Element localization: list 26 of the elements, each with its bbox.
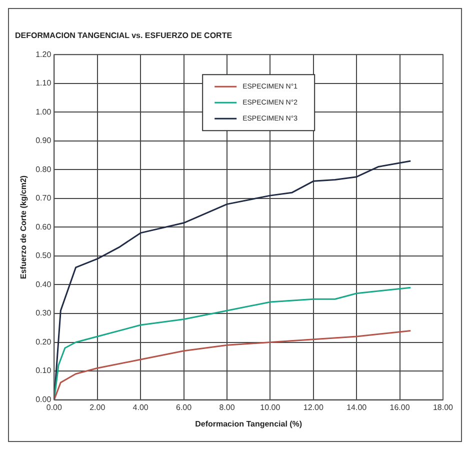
y-axis-title: Esfuerzo de Corte (kg/cm2) (19, 175, 28, 279)
x-tick-label: 4.00 (132, 402, 149, 412)
y-tick-label: 0.50 (36, 251, 52, 260)
y-tick-label: 0.80 (36, 164, 52, 174)
y-tick-label: 0.90 (36, 136, 52, 146)
y-tick-label: 1.10 (36, 78, 52, 88)
x-tick-label: 10.00 (260, 402, 281, 412)
chart-title: DEFORMACION TANGENCIAL vs. ESFUERZO DE CORTE (15, 31, 233, 40)
x-tick-label: 16.00 (390, 402, 410, 412)
y-tick-label: 0.00 (36, 395, 52, 404)
y-tick-label: 1.00 (36, 107, 52, 116)
x-tick-label: 14.00 (346, 402, 368, 412)
x-tick-label: 6.00 (176, 402, 192, 412)
y-tick-label: 0.70 (36, 194, 52, 203)
y-tick-label: 0.20 (36, 337, 52, 346)
y-tick-label: 0.40 (36, 280, 52, 289)
x-tick-label: 18.00 (432, 402, 454, 412)
x-axis-title: Deformacion Tangencial (%) (195, 419, 302, 428)
x-tick-label: 2.00 (90, 402, 106, 412)
x-tick-label: 8.00 (219, 402, 236, 412)
x-tick-label: 0.00 (46, 402, 62, 412)
y-tick-label: 0.10 (36, 366, 52, 376)
y-tick-label: 0.60 (36, 222, 52, 232)
y-tick-label: 1.20 (36, 50, 52, 59)
x-tick-label: 12.00 (303, 402, 324, 412)
y-tick-label: 0.30 (36, 308, 52, 318)
